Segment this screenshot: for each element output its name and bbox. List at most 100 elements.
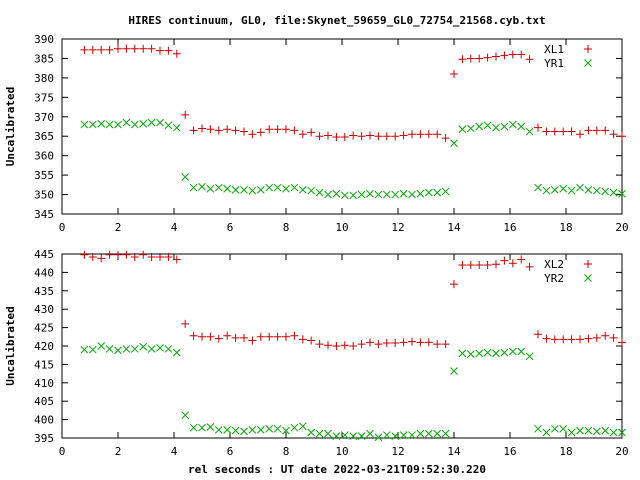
data-point <box>382 132 391 141</box>
data-point <box>416 338 425 347</box>
data-point <box>231 126 240 135</box>
data-point <box>609 428 618 437</box>
data-point <box>114 346 122 355</box>
data-point <box>542 127 551 136</box>
data-point <box>601 331 610 340</box>
data-point <box>214 334 223 343</box>
y-tick-label: 425 <box>34 322 54 335</box>
data-point <box>374 132 383 141</box>
data-point <box>366 429 374 438</box>
data-point <box>399 338 408 347</box>
data-point <box>483 348 492 357</box>
data-point <box>424 429 433 438</box>
data-point <box>273 183 282 192</box>
data-point <box>601 426 610 435</box>
data-point <box>139 44 148 53</box>
data-point <box>601 126 610 135</box>
data-point <box>307 186 316 195</box>
x-tick-label: 6 <box>227 221 234 234</box>
data-point <box>181 319 190 328</box>
data-point <box>508 259 517 268</box>
data-point <box>357 132 366 141</box>
data-point <box>399 131 408 140</box>
data-point <box>349 432 358 441</box>
y-tick-label: 445 <box>34 248 54 261</box>
y-tick-label: 400 <box>34 414 54 427</box>
data-point <box>122 44 131 53</box>
data-point <box>156 118 164 127</box>
data-point <box>500 51 509 60</box>
legend-marker <box>584 274 592 282</box>
data-point <box>391 132 400 141</box>
y-axis-label: Uncalibrated <box>4 87 17 166</box>
data-point <box>576 183 584 192</box>
y-tick-label: 420 <box>34 340 54 353</box>
data-point <box>441 134 450 143</box>
data-point <box>156 343 164 352</box>
y-tick-label: 375 <box>34 91 54 104</box>
data-point <box>534 183 542 192</box>
data-point <box>584 126 593 135</box>
data-point <box>172 255 181 264</box>
data-point <box>483 121 492 130</box>
y-tick-label: 350 <box>34 189 54 202</box>
data-point <box>542 428 551 437</box>
x-tick-label: 4 <box>171 445 178 458</box>
data-point <box>618 189 626 198</box>
data-point <box>332 189 341 198</box>
data-point <box>408 431 416 439</box>
data-point <box>248 186 257 195</box>
x-tick-label: 14 <box>447 445 461 458</box>
data-point <box>248 336 257 345</box>
series-xl1 <box>80 44 626 143</box>
data-point <box>282 426 290 435</box>
data-point <box>206 423 215 431</box>
data-point <box>189 126 198 135</box>
data-point <box>525 352 534 361</box>
data-point <box>349 131 358 140</box>
y-tick-label: 440 <box>34 266 54 279</box>
data-point <box>265 125 274 134</box>
data-point <box>248 426 257 434</box>
data-point <box>349 342 358 350</box>
data-point <box>559 184 568 193</box>
data-point <box>408 130 416 139</box>
y-tick-label: 405 <box>34 395 54 408</box>
data-point <box>601 187 610 196</box>
data-point <box>416 189 425 198</box>
data-point <box>340 341 349 350</box>
data-point <box>122 345 131 353</box>
legend-label: XL1 <box>544 43 564 56</box>
data-point <box>550 424 559 433</box>
data-point <box>256 426 265 434</box>
series-yr2 <box>80 342 626 442</box>
data-point <box>416 130 425 139</box>
data-point <box>584 426 593 435</box>
data-point <box>273 125 282 134</box>
data-point <box>147 118 156 127</box>
data-point <box>256 128 265 137</box>
data-point <box>324 429 332 438</box>
data-point <box>332 133 341 141</box>
data-point <box>618 338 626 347</box>
data-point <box>492 52 500 61</box>
data-point <box>88 345 97 354</box>
data-point <box>550 335 559 344</box>
data-point <box>391 190 400 199</box>
data-point <box>265 424 274 433</box>
data-point <box>88 120 97 129</box>
data-point <box>156 252 164 261</box>
data-point <box>584 334 593 343</box>
data-point <box>164 252 173 261</box>
y-axis-label: Uncalibrated <box>4 306 17 385</box>
data-point <box>256 332 265 341</box>
data-point <box>214 426 223 434</box>
data-point <box>441 340 450 349</box>
x-tick-label: 8 <box>283 445 290 458</box>
data-point <box>147 44 156 53</box>
data-point <box>517 347 526 356</box>
data-point <box>298 422 307 431</box>
data-point <box>391 339 400 348</box>
data-point <box>282 125 290 134</box>
data-point <box>172 123 181 132</box>
